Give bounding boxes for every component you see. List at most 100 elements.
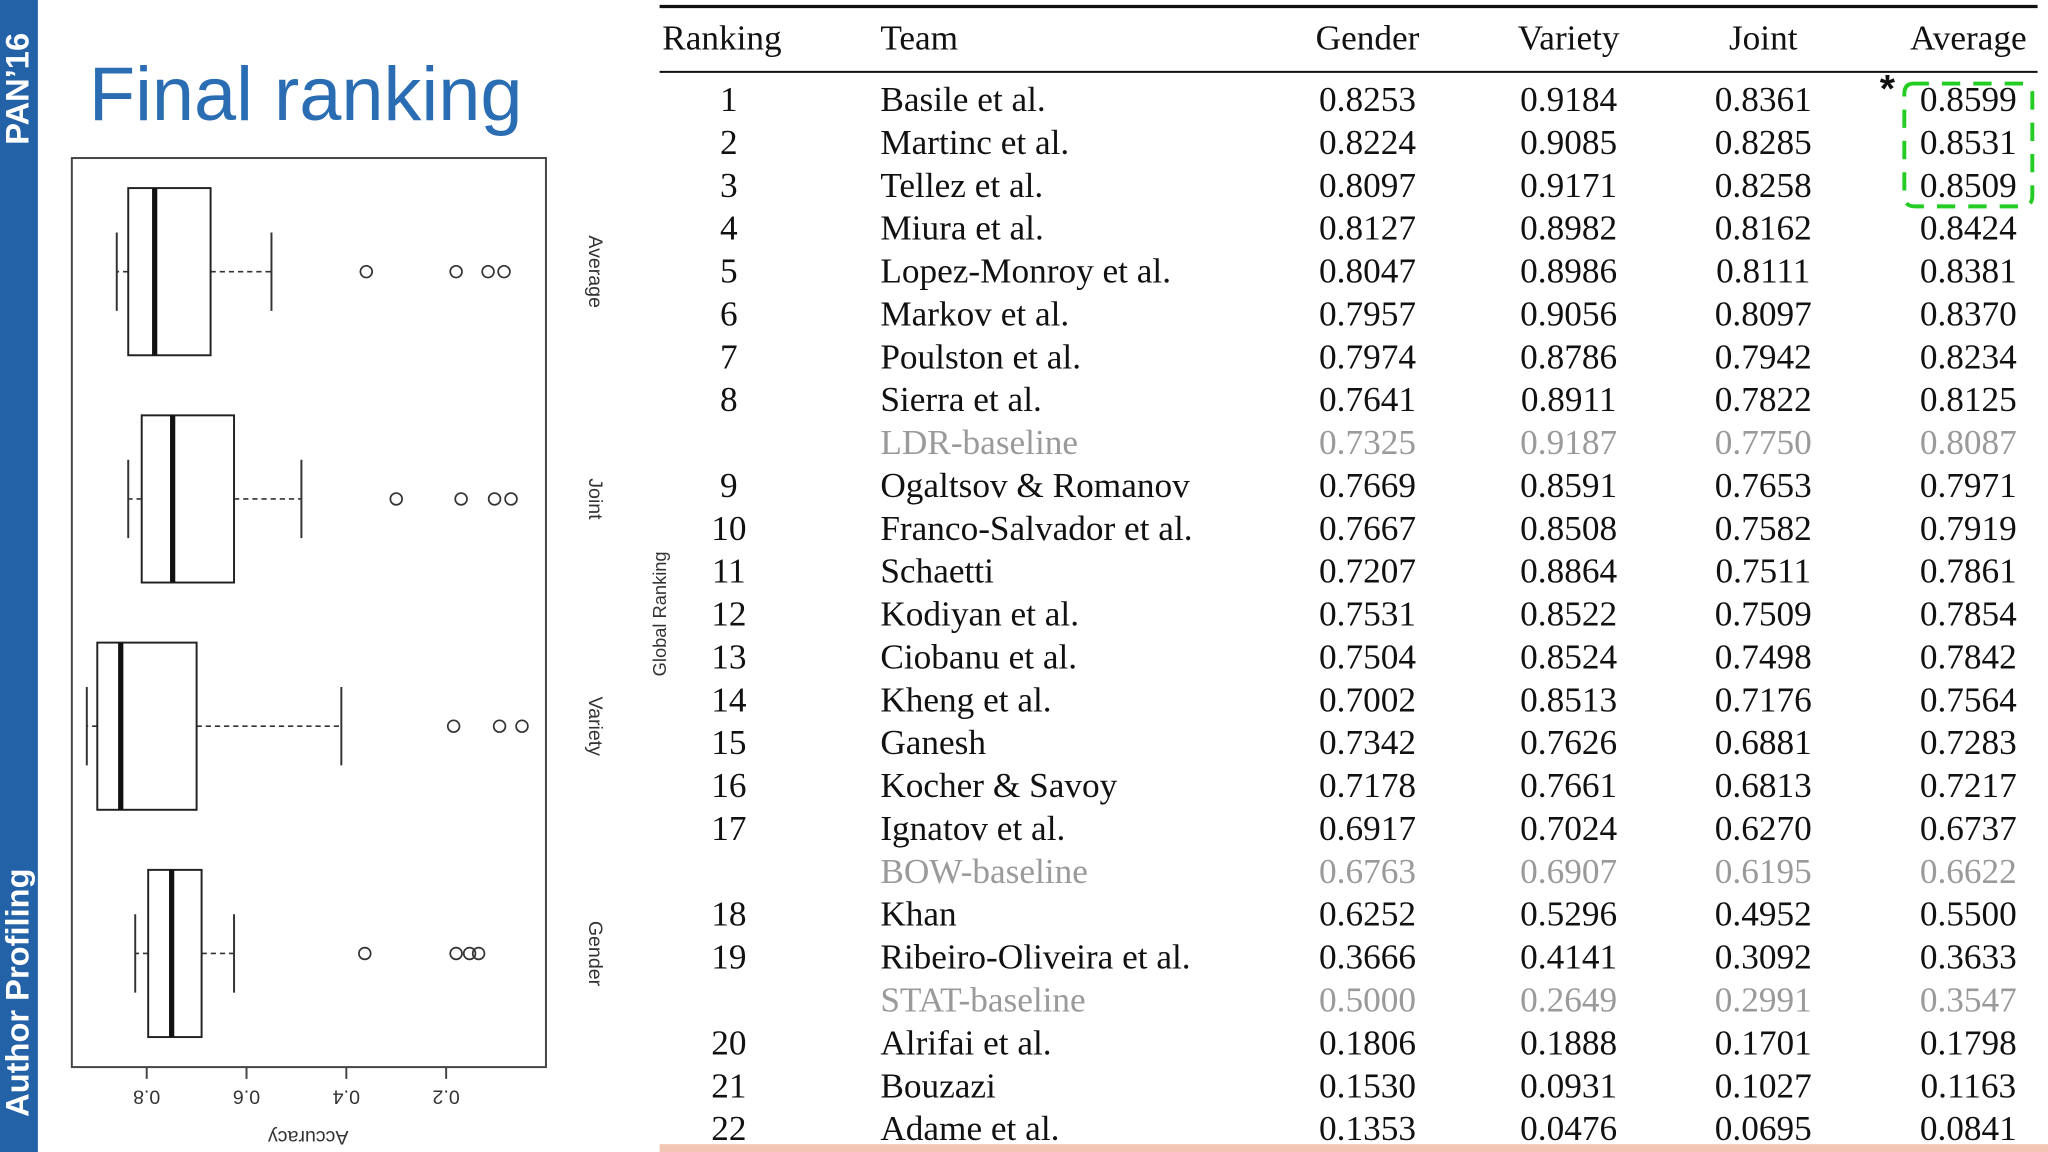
table-cell: 0.8253 [1319,80,1416,119]
table-cell: 0.7669 [1319,466,1416,505]
table-cell: 0.9184 [1520,80,1617,119]
sidebar-bottom: Author Profiling [0,868,36,1116]
table-cell: Poulston et al. [880,337,1081,376]
table-cell: 0.8911 [1521,380,1617,419]
table-cell: 0.7861 [1920,552,2017,591]
table-cell: 0.7207 [1319,552,1416,591]
table-cell: 0.8381 [1920,252,2017,291]
table-cell: Ribeiro-Oliveira et al. [880,938,1190,977]
table-cell: 0.6907 [1520,852,1617,891]
category-label: Average [584,235,606,308]
table-cell: Bouzazi [880,1066,996,1105]
table-cell: 0.5296 [1520,895,1617,934]
table-cell: 0.8224 [1319,123,1416,162]
table-cell: 0.7024 [1520,809,1617,848]
table-cell: 0.7217 [1920,766,2017,805]
table-cell: 0.9085 [1520,123,1617,162]
table-cell: 0.8509 [1920,166,2017,205]
table-cell: 0.1353 [1319,1109,1416,1148]
table-cell: 8 [720,380,738,419]
table-cell: 22 [711,1109,746,1148]
table-cell: 0.8285 [1715,123,1812,162]
table-cell: 13 [711,637,746,676]
table-cell: 0.3666 [1319,938,1416,977]
table-cell: 0.7661 [1520,766,1617,805]
table-cell: Miura et al. [880,209,1043,248]
table-cell: 15 [711,723,746,762]
highlight-box [1902,81,2035,209]
table-cell: 0.7942 [1715,337,1812,376]
table-cell: 0.8424 [1920,209,2017,248]
table-cell: 17 [711,809,746,848]
table-cell: 0.5500 [1920,895,2017,934]
table-header: Joint [1729,19,1798,58]
box [96,641,198,811]
table-cell: 0.6763 [1319,852,1416,891]
table-cell: 0.8864 [1520,552,1617,591]
table-cell: 0.6622 [1920,852,2017,891]
table-cell: Adame et al. [880,1109,1059,1148]
table-cell: 3 [720,166,738,205]
table-cell: 0.6917 [1319,809,1416,848]
table-cell: 0.7750 [1715,423,1812,462]
outlier [504,492,518,506]
table-cell: 21 [711,1066,746,1105]
outlier [449,946,463,961]
table-cell: 0.8097 [1319,166,1416,205]
table-cell: 0.7509 [1715,595,1812,634]
table-cell: Sierra et al. [880,380,1041,419]
category-label: Gender [584,921,606,987]
y-axis-label: Global Ranking [649,551,670,676]
outlier [454,492,468,506]
outlier [487,492,502,506]
table-cell: 0.7176 [1715,680,1812,719]
table-cell: 0.8508 [1520,509,1617,548]
outlier [449,264,463,279]
outlier [497,264,511,279]
table-cell: Alrifai et al. [880,1023,1051,1062]
table-cell: 0.1530 [1319,1066,1416,1105]
table-cell: 6 [720,294,738,333]
plot-frame [70,157,547,1069]
table-cell: 0.1798 [1920,1023,2017,1062]
category-label: Variety [584,696,606,756]
table-cell: 0.7504 [1319,637,1416,676]
table-cell: 0.7498 [1715,637,1812,676]
table-cell: 0.6737 [1920,809,2017,848]
table-cell: 10 [711,509,746,548]
table-cell: LDR-baseline [880,423,1078,462]
table-cell: 0.6252 [1319,895,1416,934]
table-cell: 0.7653 [1715,466,1812,505]
outlier [446,719,461,733]
table-cell: 0.8599 [1920,80,2017,119]
value-tick-label: 0.6 [233,1086,260,1108]
outlier [462,946,477,961]
table-header: Ranking [662,19,781,58]
table-cell: 0.4952 [1715,895,1812,934]
table-cell: Lopez-Monroy et al. [880,252,1171,291]
table-cell: STAT-baseline [880,981,1085,1020]
table-cell: 20 [711,1023,746,1062]
table-cell: 0.3092 [1715,938,1812,977]
value-tick-label: 0.8 [133,1086,160,1108]
outlier [471,946,486,961]
table-cell: 0.8361 [1715,80,1812,119]
table-cell: 0.0695 [1715,1109,1812,1148]
table-cell: 11 [712,552,746,591]
annotation-star: * [1880,68,1896,111]
category-label: Joint [584,478,606,520]
table-cell: 0.1163 [1921,1066,2017,1105]
table-cell: 0.7626 [1520,723,1617,762]
table-cell: 2 [720,123,738,162]
table-cell: Tellez et al. [880,166,1043,205]
table-cell: 0.8162 [1715,209,1812,248]
table-header: Gender [1316,19,1420,58]
table-cell: 0.6813 [1715,766,1812,805]
table-cell: 0.7178 [1319,766,1416,805]
table-cell: 0.8087 [1920,423,2017,462]
outlier [515,719,529,733]
table-cell: 0.7919 [1920,509,2017,548]
